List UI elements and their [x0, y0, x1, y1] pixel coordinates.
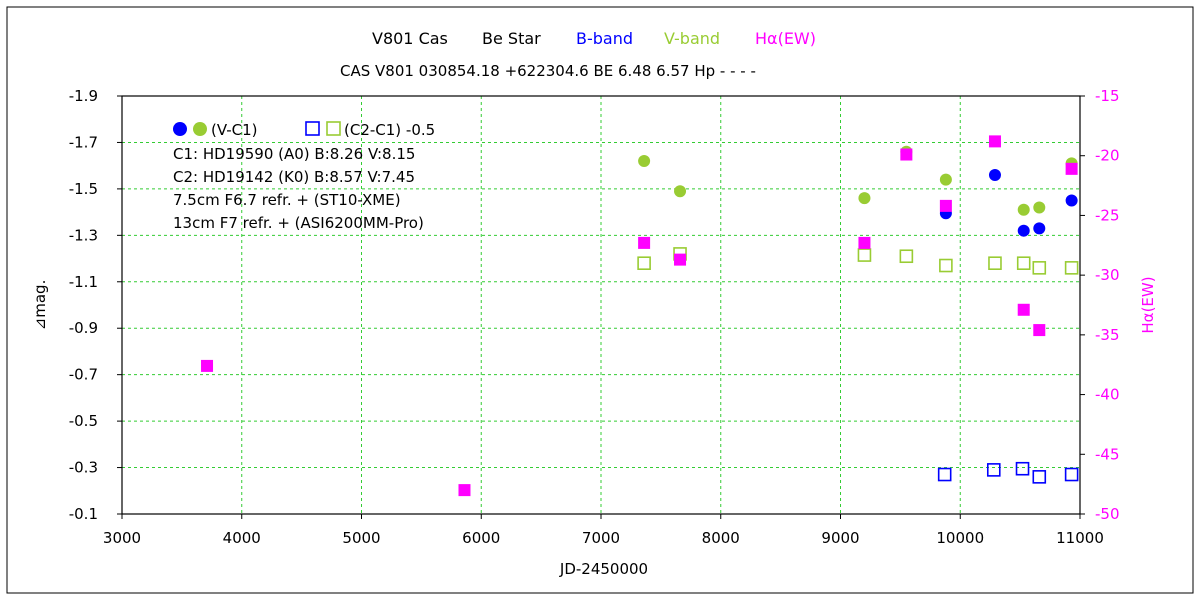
y-left-tick-label: -0.9: [69, 319, 98, 337]
point-halpha-filled-square: [1065, 162, 1078, 175]
point-v-open-square: [857, 248, 872, 262]
y-right-tick-label: -45: [1095, 445, 1120, 463]
axes: 3000 4000 5000 6000 7000 8000 9000 10000 11000 -1…: [69, 87, 1120, 547]
y-left-tick-label: -0.5: [69, 412, 98, 430]
point-v-filled-circle: [674, 185, 687, 198]
y-left-tick-label: -1.1: [69, 273, 98, 291]
x-tick-label: 3000: [103, 529, 141, 547]
point-b-filled-circle: [988, 168, 1001, 181]
x-tick-label: 7000: [582, 529, 620, 547]
point-halpha-filled-square: [458, 484, 471, 497]
y-right-tick-label: -50: [1095, 505, 1120, 523]
point-b-filled-circle: [1017, 224, 1030, 237]
legend-open-label: (C2-C1) -0.5: [344, 121, 435, 139]
point-b-open-square: [1015, 461, 1030, 476]
y-left-tick-label: -0.1: [69, 505, 98, 523]
point-v-open-square: [939, 258, 953, 273]
legend-line-c2: C2: HD19142 (K0) B:8.57 V:7.45: [173, 168, 415, 186]
point-halpha-filled-square: [1033, 324, 1046, 337]
y-left-tick-label: -1.3: [69, 226, 98, 244]
y-right-tick-label: -40: [1095, 386, 1120, 404]
point-halpha-filled-square: [674, 253, 687, 266]
x-tick-label: 4000: [223, 529, 261, 547]
y-left-tick-label: -1.5: [69, 180, 98, 198]
legend-line-scope1: 7.5cm F6.7 refr. + (ST10-XME): [173, 191, 401, 209]
title-halpha: Hα(EW): [755, 29, 816, 48]
point-halpha-filled-square: [201, 359, 214, 372]
x-tick-label: 9000: [821, 529, 859, 547]
point-v-open-square: [988, 256, 1002, 271]
title-b-band: B-band: [576, 29, 633, 48]
legend-v-open-square-icon: [326, 121, 341, 136]
y-axis-left-label: ⊿mag.: [31, 280, 49, 331]
point-halpha-filled-square: [988, 135, 1001, 148]
point-v-open-square: [899, 249, 914, 264]
point-v-open-square: [1064, 261, 1079, 275]
point-b-filled-circle: [1065, 194, 1078, 207]
legend-b-open-square-icon: [305, 121, 320, 136]
legend-filled-label: (V-C1): [211, 121, 258, 139]
point-b-open-square: [1064, 467, 1079, 482]
grid: [122, 96, 1080, 514]
y-left-tick-label: -0.3: [69, 459, 98, 477]
subtitle-catalog: CAS V801 030854.18 +622304.6 BE 6.48 6.5…: [340, 62, 756, 80]
point-v-open-square: [637, 256, 651, 271]
point-b-open-square: [937, 467, 952, 482]
point-b-filled-circle: [1033, 222, 1046, 235]
point-halpha-filled-square: [638, 236, 651, 249]
x-tick-label: 11000: [1056, 529, 1104, 547]
point-v-open-square: [1032, 261, 1047, 275]
data-marks: [201, 135, 1079, 497]
x-tick-label: 5000: [342, 529, 380, 547]
x-tick-label: 10000: [936, 529, 984, 547]
y-right-tick-label: -35: [1095, 326, 1120, 344]
y-left-tick-label: -1.9: [69, 87, 98, 105]
x-tick-label: 6000: [462, 529, 500, 547]
y-left-tick-label: -1.7: [69, 133, 98, 151]
point-v-filled-circle: [939, 173, 952, 186]
point-b-open-square: [1032, 470, 1047, 484]
legend: (V-C1) (C2-C1) -0.5 C1: HD19590 (A0) B:8…: [173, 121, 435, 232]
y-right-tick-label: -20: [1095, 147, 1120, 165]
point-v-filled-circle: [1017, 203, 1030, 216]
legend-v-filled-circle-icon: [193, 122, 207, 136]
y-right-tick-label: -15: [1095, 87, 1120, 105]
x-axis-label: JD-2450000: [559, 560, 648, 578]
point-halpha-filled-square: [858, 236, 871, 249]
y-left-tick-label: -0.7: [69, 366, 98, 384]
point-v-filled-circle: [858, 192, 871, 205]
legend-b-filled-circle-icon: [173, 122, 187, 136]
legend-line-c1: C1: HD19590 (A0) B:8.26 V:8.15: [173, 145, 415, 163]
title-v-band: V-band: [664, 29, 720, 48]
point-halpha-filled-square: [900, 148, 913, 161]
point-b-open-square: [986, 463, 1001, 477]
outer-frame: [6, 6, 1194, 594]
y-right-tick-label: -25: [1095, 206, 1120, 224]
point-v-filled-circle: [638, 155, 651, 168]
y-right-tick-label: -30: [1095, 266, 1120, 284]
point-v-open-square: [1016, 256, 1031, 271]
x-tick-label: 8000: [702, 529, 740, 547]
point-halpha-filled-square: [1017, 303, 1030, 316]
y-axis-right-label: Hα(EW): [1139, 276, 1157, 333]
point-v-filled-circle: [1033, 201, 1046, 214]
point-halpha-filled-square: [939, 199, 952, 212]
title-star-class: Be Star: [482, 29, 541, 48]
title-star-name: V801 Cas: [372, 29, 448, 48]
legend-line-scope2: 13cm F7 refr. + (ASI6200MM-Pro): [173, 214, 424, 232]
